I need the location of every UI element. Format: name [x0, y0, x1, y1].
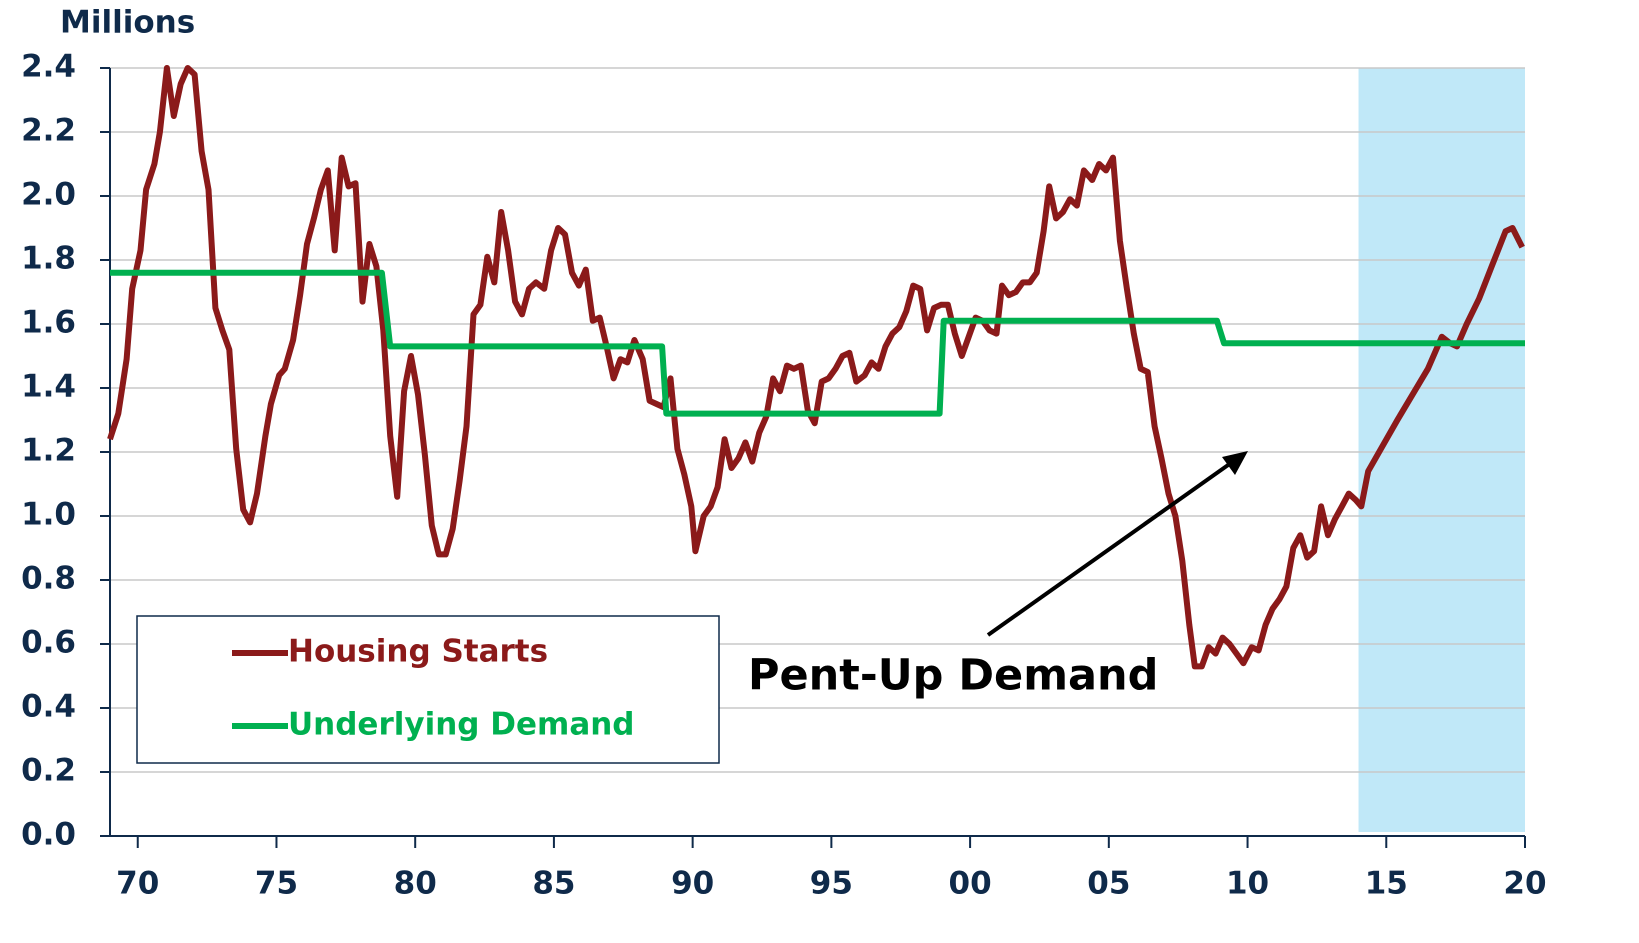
legend-label: Underlying Demand [288, 707, 635, 743]
series-line [110, 269, 1525, 417]
y-tick-label: 0.2 [21, 753, 76, 789]
y-tick-label: 0.4 [21, 689, 76, 725]
x-tick-label: 95 [810, 866, 853, 902]
y-tick-label: 0.8 [21, 561, 76, 597]
legend-box [136, 615, 720, 764]
annotation: Pent-Up Demand [748, 651, 1158, 701]
x-tick-label: 05 [1087, 866, 1130, 902]
y-tick-label: 1.8 [21, 241, 76, 277]
y-tick-label: 0.0 [21, 817, 76, 853]
y-tick-label: 1.4 [21, 369, 76, 405]
x-tick-label: 10 [1226, 866, 1269, 902]
x-tick-label: 80 [394, 866, 437, 902]
annotation-arrowhead [1222, 451, 1248, 475]
annotation-arrow [986, 456, 1240, 637]
y-tick-label: 1.2 [21, 433, 76, 469]
y-tick-label: 2.4 [21, 49, 76, 85]
x-tick-label: 15 [1365, 866, 1408, 902]
x-tick-label: 00 [949, 866, 992, 902]
x-tick-label: 70 [116, 866, 159, 902]
y-tick-label: 1.6 [21, 305, 76, 341]
y-axis-label: Millions [60, 5, 195, 41]
x-tick-label: 20 [1503, 866, 1546, 902]
x-tick-label: 75 [255, 866, 298, 902]
y-tick-label: 0.6 [21, 625, 76, 661]
y-tick-label: 1.0 [21, 497, 76, 533]
series-line [107, 65, 1525, 670]
x-tick-label: 85 [532, 866, 575, 902]
legend: Housing Starts Underlying Demand [136, 615, 720, 764]
y-tick-label: 2.2 [21, 113, 76, 149]
y-tick-label: 2.0 [21, 177, 76, 213]
x-tick-label: 90 [671, 866, 714, 902]
legend-label: Housing Starts [288, 634, 548, 670]
